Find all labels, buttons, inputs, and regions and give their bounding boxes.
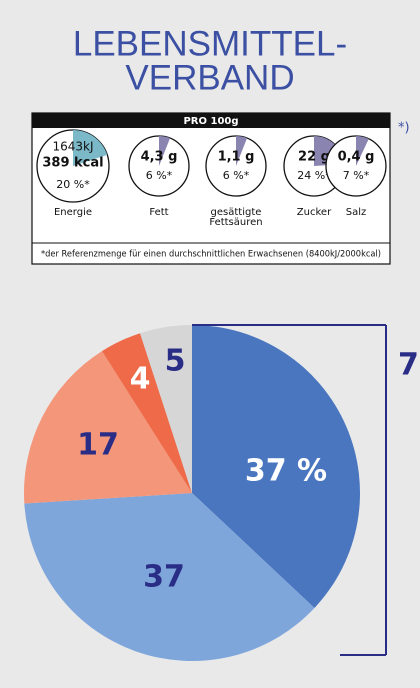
nutrient-amount: 1,1 g xyxy=(218,150,255,165)
nutrient-amount: 1643kJ xyxy=(52,140,93,154)
nutrient-wedge xyxy=(236,136,248,166)
title-line: LEBENSMITTEL- xyxy=(73,24,347,63)
nutrient-name: Salz xyxy=(346,207,367,218)
nutrient-percent: 6 %* xyxy=(223,169,250,182)
nutrient-percent: 6 %* xyxy=(146,169,173,182)
pie-slice xyxy=(101,333,192,493)
nutrient-percent: 24 %* xyxy=(297,169,331,182)
nutrient-amount: 0,4 g xyxy=(338,150,375,165)
slice-label: 37 % xyxy=(245,454,327,489)
nutrient-name: Energie xyxy=(54,207,92,218)
nutrient-name: Zucker xyxy=(297,207,332,218)
label-heading: PRO 100g xyxy=(183,116,238,127)
nutrient-percent: 20 %* xyxy=(56,178,90,191)
pie-slice xyxy=(192,325,361,609)
slice-label: 17 xyxy=(77,428,119,463)
slice-label: 37 xyxy=(143,560,185,595)
bracket-label: 74 xyxy=(398,348,420,383)
title-line: VERBAND xyxy=(125,58,294,97)
nutrient-amount: 389 kcal xyxy=(42,156,103,171)
nutrient-wedge xyxy=(73,130,108,166)
nutrient-amount: 22 g xyxy=(298,150,330,165)
pie-slice xyxy=(24,493,315,662)
label-footnote: *der Referenzmenge für einen durchschnit… xyxy=(41,250,381,260)
slice-label: 5 xyxy=(165,344,186,379)
nutrient-wedge xyxy=(356,136,369,166)
label-header-bar xyxy=(32,113,390,128)
nutrient-name: gesättigte xyxy=(211,207,262,218)
nutrient-wedge xyxy=(159,136,171,166)
pie-slice xyxy=(140,325,192,493)
nutrient-name: Fett xyxy=(149,207,168,218)
slice-label: 4 xyxy=(130,362,151,397)
pie-slice xyxy=(24,351,193,504)
nutrient-percent: 7 %* xyxy=(343,169,370,182)
nutrient-name: Fettsäuren xyxy=(209,217,262,228)
nutrient-amount: 4,3 g xyxy=(141,150,178,165)
footnote-marker: *) xyxy=(398,121,410,136)
